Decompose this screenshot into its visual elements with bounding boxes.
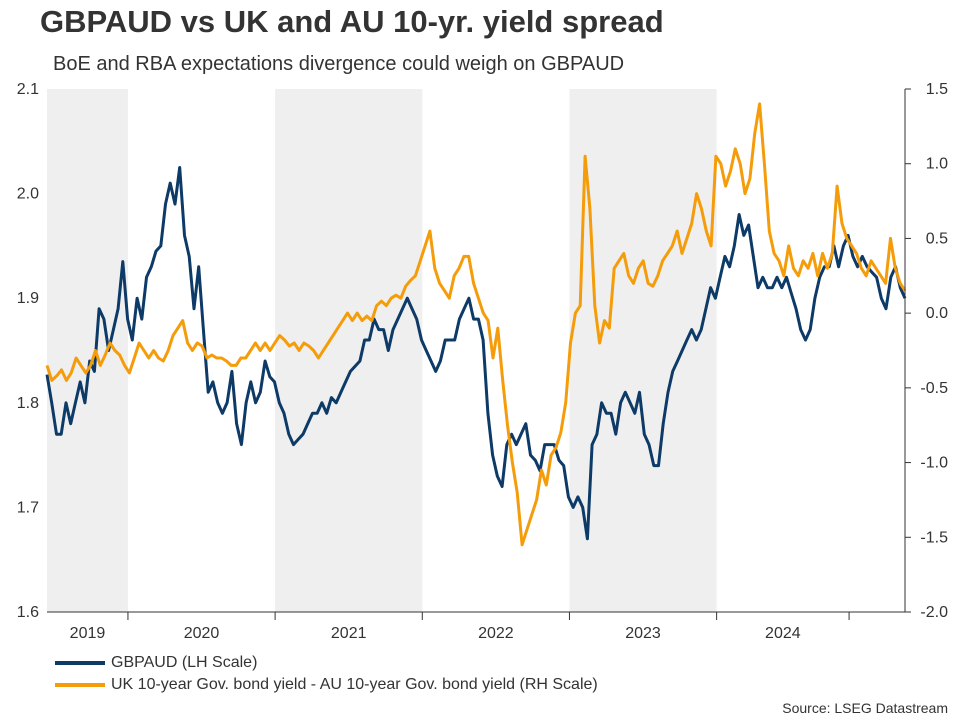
y-left-tick-label: 1.9 (17, 290, 39, 307)
y-right-tick-label: -1.5 (920, 529, 948, 546)
shaded-periods (47, 89, 717, 612)
legend-label-spread: UK 10-year Gov. bond yield - AU 10-year … (111, 676, 598, 693)
y-right-tick-label: -1.0 (920, 455, 948, 472)
y-right-tick-label: -2.0 (920, 604, 948, 621)
x-axis-year-ticks (127, 612, 850, 620)
axes (47, 89, 906, 613)
shaded-period-1 (275, 89, 423, 612)
y-left-tick-label: 1.7 (17, 499, 39, 516)
y-right-tick-label: 0.5 (926, 230, 948, 247)
chart-title: GBPAUD vs UK and AU 10-yr. yield spread (40, 4, 664, 39)
y-right-tick-label: 0.0 (926, 305, 948, 322)
legend-label-gbpaud: GBPAUD (LH Scale) (111, 654, 258, 671)
series-lines (45, 102, 907, 547)
chart-subtitle: BoE and RBA expectations divergence coul… (53, 53, 625, 75)
x-tick-label: 2023 (625, 625, 661, 642)
legend-item-gbpaud: GBPAUD (LH Scale) (55, 652, 598, 674)
y-axis-right-ticks: -2.0 -1.5 -1.0 -0.5 0.0 0.5 1.0 1.5 (905, 81, 948, 621)
series-line-yield-spread (45, 102, 907, 547)
y-axis-left-ticks: 1.6 1.7 1.8 1.9 2.0 2.1 (17, 81, 39, 621)
shaded-period-2 (569, 89, 717, 612)
x-tick-label: 2020 (184, 625, 220, 642)
y-left-tick-label: 1.8 (17, 395, 39, 412)
y-right-tick-label: -0.5 (920, 380, 948, 397)
y-left-tick-label: 2.0 (17, 186, 39, 203)
source-note: Source: LSEG Datastream (782, 700, 948, 716)
legend-swatch-gbpaud (55, 661, 105, 665)
legend-swatch-spread (55, 683, 105, 687)
y-right-tick-label: 1.5 (926, 81, 948, 98)
x-axis-labels: 2019 2020 2021 2022 2023 2024 (70, 625, 801, 642)
y-left-tick-label: 2.1 (17, 81, 39, 98)
x-tick-label: 2019 (70, 625, 106, 642)
series-line-gbpaud (45, 166, 907, 541)
legend-item-spread: UK 10-year Gov. bond yield - AU 10-year … (55, 674, 598, 696)
x-tick-label: 2024 (765, 625, 801, 642)
x-tick-label: 2021 (331, 625, 367, 642)
y-left-tick-label: 1.6 (17, 604, 39, 621)
y-right-tick-label: 1.0 (926, 156, 948, 173)
legend: GBPAUD (LH Scale) UK 10-year Gov. bond y… (55, 652, 598, 696)
x-tick-label: 2022 (478, 625, 514, 642)
